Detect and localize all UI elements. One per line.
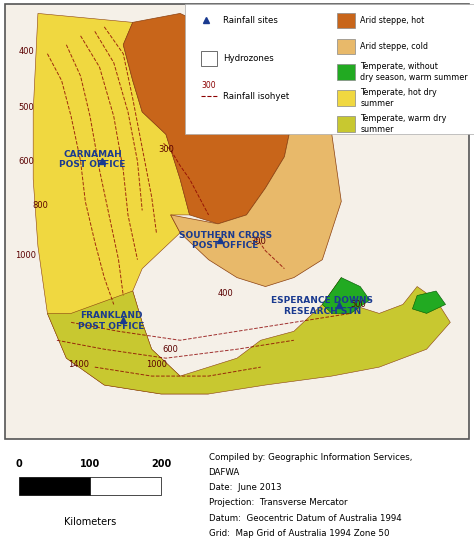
Polygon shape	[123, 14, 294, 224]
Text: Projection:  Transverse Mercator: Projection: Transverse Mercator	[209, 498, 347, 507]
Text: Datum:  Geocentric Datum of Australia 1994: Datum: Geocentric Datum of Australia 199…	[209, 514, 401, 523]
Text: Arid steppe, hot: Arid steppe, hot	[360, 16, 425, 25]
Polygon shape	[322, 277, 370, 313]
Polygon shape	[412, 291, 446, 313]
Text: Date:  June 2013: Date: June 2013	[209, 483, 281, 492]
Text: Temperate, without
dry season, warm summer: Temperate, without dry season, warm summ…	[360, 62, 468, 82]
Text: Rainfall isohyet: Rainfall isohyet	[223, 92, 289, 101]
Text: 300: 300	[158, 145, 174, 155]
Bar	[337, 39, 355, 54]
Text: 100: 100	[80, 459, 100, 470]
Text: 300: 300	[201, 81, 216, 90]
Bar	[337, 116, 355, 132]
Text: 400: 400	[18, 47, 34, 56]
Bar	[337, 64, 355, 80]
Text: 600: 600	[18, 157, 34, 165]
Text: CARNAMAH
POST OFFICE: CARNAMAH POST OFFICE	[59, 150, 126, 169]
Text: 500: 500	[350, 300, 366, 309]
Text: ESPERANCE DOWNS
RESEARCH STN: ESPERANCE DOWNS RESEARCH STN	[271, 296, 374, 316]
Bar	[201, 51, 217, 66]
Bar	[19, 477, 90, 495]
Text: SOUTHERN CROSS
POST OFFICE: SOUTHERN CROSS POST OFFICE	[179, 230, 272, 250]
Text: 1000: 1000	[16, 251, 36, 260]
Text: Temperate, hot dry
summer: Temperate, hot dry summer	[360, 88, 437, 108]
Text: Grid:  Map Grid of Australia 1994 Zone 50: Grid: Map Grid of Australia 1994 Zone 50	[209, 529, 389, 538]
Polygon shape	[171, 67, 341, 287]
Text: Temperate, warm dry
summer: Temperate, warm dry summer	[360, 114, 447, 134]
Text: 400: 400	[217, 289, 233, 298]
Text: 0: 0	[16, 459, 22, 470]
Polygon shape	[33, 14, 209, 394]
Text: 600: 600	[163, 345, 179, 354]
Text: Rainfall sites: Rainfall sites	[223, 16, 278, 25]
Text: 300: 300	[250, 238, 266, 246]
Text: Kilometers: Kilometers	[64, 517, 116, 526]
Polygon shape	[47, 277, 450, 394]
Bar	[90, 477, 161, 495]
Text: 1000: 1000	[146, 360, 167, 370]
Bar	[337, 91, 355, 106]
Bar	[337, 13, 355, 28]
Text: FRANKLAND
POST OFFICE: FRANKLAND POST OFFICE	[78, 311, 145, 330]
Text: Hydrozones: Hydrozones	[223, 54, 273, 63]
Text: DAFWA: DAFWA	[209, 468, 240, 477]
Bar	[185, 4, 474, 134]
Text: 800: 800	[32, 201, 48, 210]
Text: 500: 500	[18, 103, 34, 112]
Text: Compiled by: Geographic Information Services,: Compiled by: Geographic Information Serv…	[209, 453, 412, 461]
Text: 1400: 1400	[68, 360, 89, 370]
Text: 200: 200	[151, 459, 171, 470]
Text: Arid steppe, cold: Arid steppe, cold	[360, 41, 428, 51]
